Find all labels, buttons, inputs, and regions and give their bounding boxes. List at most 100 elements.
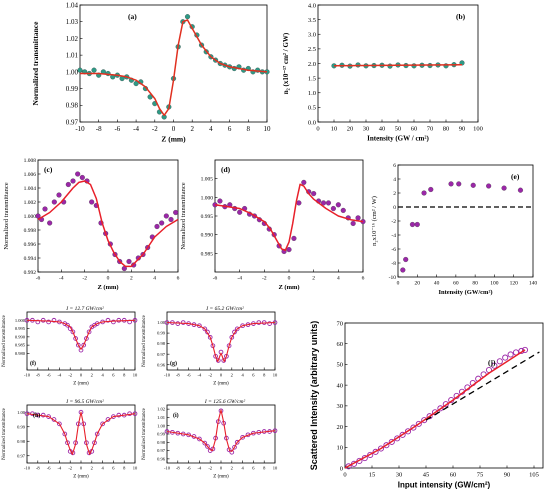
data-point	[79, 174, 85, 181]
y-tick-label: 1.006	[24, 172, 37, 178]
data-point	[330, 205, 336, 212]
data-point	[350, 220, 356, 227]
data-point	[502, 354, 509, 361]
x-tick-label: 0	[172, 125, 176, 133]
x-tick-label: -2	[68, 373, 72, 378]
y-tick-label: 0.99	[66, 85, 79, 93]
data-point	[486, 183, 492, 189]
data-point	[207, 334, 213, 340]
y-tick-label: -4	[391, 233, 396, 239]
y-tick-label: 0.99	[17, 424, 26, 429]
data-point	[448, 181, 454, 187]
x-tick-label: 90	[504, 472, 511, 479]
x-tick-label: 6	[362, 276, 365, 282]
x-tick-label: 90	[459, 126, 466, 133]
data-point	[163, 213, 169, 219]
y-tick-label: 30	[337, 403, 344, 410]
y-tick-label: 1.02	[66, 35, 79, 43]
x-tick-label: 60	[453, 281, 459, 287]
x-axis-label: Z (mm)	[213, 475, 229, 480]
x-tick-label: -10	[24, 466, 31, 471]
data-point	[229, 334, 235, 340]
panel-label: (d)	[221, 165, 231, 174]
y-tick-label: 1.00	[157, 423, 166, 428]
x-tick-label: 2	[231, 466, 233, 471]
data-point	[100, 421, 105, 427]
y-tick-label: 0.990	[201, 233, 214, 239]
y-tick-label: 0.98	[157, 341, 166, 346]
data-point	[40, 317, 46, 323]
intensity-annotation: I = 65.2 GW/cm²	[205, 306, 244, 312]
y-tick-label: 1.00	[66, 68, 79, 76]
chart-panel-a: -10 -8 -6 -4 -2 0 2 4 6 8 10 0.97 0.98 0.99 1.00 1.01 1.…	[31, 1, 271, 143]
x-tick-label: -2	[68, 466, 72, 471]
intensity-annotation: I = 125.6 GW/cm²	[204, 399, 246, 405]
data-point	[75, 342, 81, 348]
data-point	[73, 336, 78, 341]
x-tick-label: 8	[123, 466, 126, 471]
x-axis-label: Z (mm)	[73, 475, 89, 480]
data-point	[426, 413, 433, 420]
y-tick-label: 0.996	[24, 242, 37, 248]
x-tick-label: 20	[415, 281, 421, 287]
x-tick-label: -2	[208, 373, 212, 378]
y-tick-label: 1.01	[157, 415, 165, 420]
data-point	[234, 326, 240, 332]
y-tick-label: 50	[337, 362, 344, 369]
data-point	[173, 209, 179, 216]
y-tick-label: 4.0	[308, 2, 316, 9]
x-tick-label: 4	[101, 466, 104, 471]
x-tick-label: 75	[477, 472, 484, 479]
plot-frame	[79, 4, 268, 123]
x-tick-label: -6	[47, 466, 51, 471]
x-tick-label: 0	[397, 281, 400, 287]
y-tick-label: 6	[393, 163, 396, 169]
x-tick-label: -2	[262, 276, 267, 282]
data-point	[65, 440, 70, 446]
x-tick-label: -4	[198, 373, 202, 378]
chart-panel-j: 0 15 30 45 60 75 90 105 0 10 20 30 40 50 60 70 Input int…	[309, 320, 544, 490]
x-tick-label: -10	[164, 373, 171, 378]
data-point	[62, 431, 68, 437]
data-point	[296, 200, 302, 206]
y-tick-label: 0.995	[201, 214, 214, 220]
y-tick-label: 0.97	[157, 352, 166, 357]
y-tick-label: 0.99	[157, 331, 166, 336]
y-tick-label: 1.002	[24, 200, 37, 206]
y-tick-label: 1.00	[157, 320, 166, 325]
data-point	[51, 199, 57, 205]
y-axis-label: Normalized transmittance	[142, 314, 147, 367]
chart-panel-b: 0 10 20 30 40 50 60 70 80 90 100 0.0 0.5 1.0 1.5 2.0 2.5…	[282, 2, 483, 142]
x-tick-label: 0	[343, 472, 346, 479]
data-point	[387, 63, 393, 69]
x-tick-label: -6	[36, 276, 41, 282]
y-tick-label: 1.008	[24, 158, 37, 164]
y-tick-label: 0.990	[15, 334, 26, 339]
chart-panel-e: 0 20 40 60 80 100 120 140 -10 -8 -6 -4 -2 0 2 4 6 Intensi…	[371, 163, 537, 296]
y-tick-label: 0.97	[17, 453, 26, 458]
x-tick-label: -2	[208, 466, 212, 471]
x-tick-label: -10	[164, 466, 171, 471]
data-point	[77, 67, 83, 73]
fit-curve	[26, 319, 136, 350]
x-tick-label: 120	[510, 281, 519, 287]
data-point	[383, 442, 390, 449]
data-point	[437, 405, 444, 412]
data-point	[335, 202, 341, 208]
data-point	[256, 320, 262, 325]
data-point	[94, 431, 100, 437]
x-tick-label: -6	[47, 373, 51, 378]
data-point	[496, 358, 503, 365]
y-tick-label: 0.985	[201, 251, 214, 257]
data-point	[57, 421, 62, 427]
y-tick-label: 60	[337, 341, 344, 348]
data-point	[286, 247, 292, 253]
y-tick-label: 1.000	[24, 214, 37, 220]
x-tick-label: 2	[91, 373, 93, 378]
data-point	[89, 199, 95, 205]
data-point	[345, 463, 352, 470]
reference-dashed-line	[425, 351, 540, 421]
x-axis-label: Intensity (GW/cm²)	[438, 289, 492, 296]
y-tick-label: 1.000	[201, 195, 214, 201]
